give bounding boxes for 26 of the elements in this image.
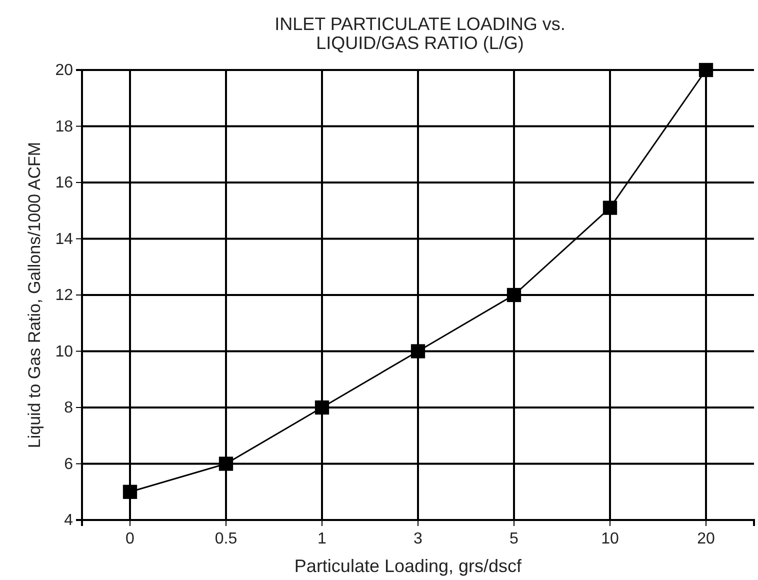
x-tick-label: 10 (601, 530, 619, 548)
x-tick-label: 1 (318, 530, 327, 548)
point (698, 62, 714, 78)
y-tick-label: 14 (55, 230, 74, 248)
x-tick-label: 20 (697, 530, 715, 548)
x-axis-title: Particulate Loading, grs/dscf (294, 556, 523, 576)
y-tick-label: 12 (55, 287, 74, 304)
x-tick-label: 0 (126, 530, 135, 548)
point (410, 344, 426, 358)
y-tick-label: 8 (64, 400, 74, 417)
x-tick-label: 3 (414, 530, 423, 548)
point (218, 456, 234, 471)
y-tick-label: 10 (55, 343, 74, 360)
chart-title: INLET PARTICULATE LOADING vs. LIQUID/GAS RATIO (L/G) (274, 14, 566, 53)
y-axis-title: Liquid to Gas Ratio, Gallons/1000 ACFM (25, 142, 44, 448)
x-tick-label: 0.5 (214, 530, 238, 548)
y-tick-label: 18 (55, 118, 74, 136)
point (314, 400, 330, 415)
y-tick-label: 16 (55, 174, 74, 192)
y-tick-label: 20 (55, 62, 74, 80)
point (122, 484, 138, 499)
point (506, 288, 522, 302)
x-tick-label: 5 (510, 530, 519, 548)
y-tick-label: 6 (64, 456, 74, 473)
y-tick-label: 4 (64, 512, 74, 530)
point (602, 200, 618, 215)
